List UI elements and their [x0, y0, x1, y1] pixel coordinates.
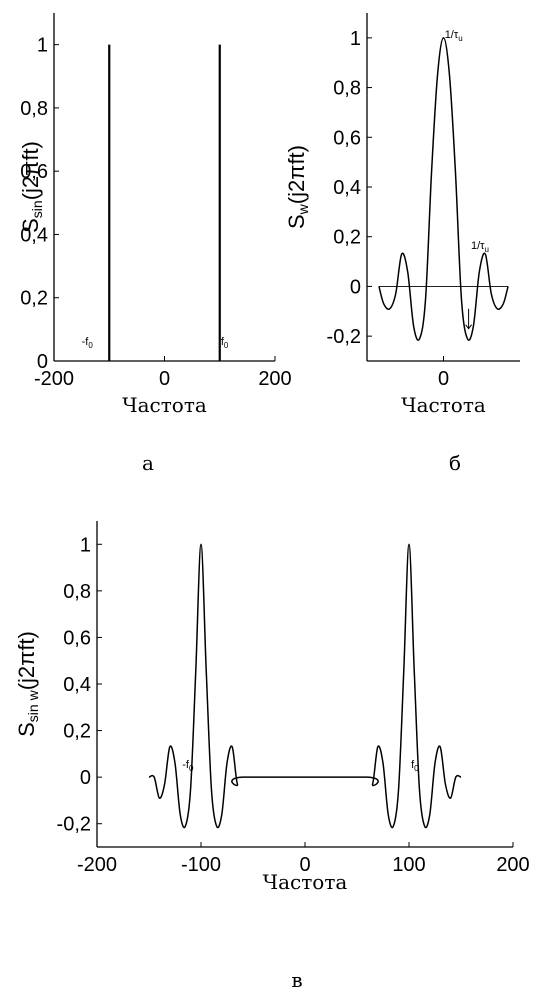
panel-caption: б	[449, 451, 461, 475]
y-tick-label: 0	[37, 351, 48, 373]
annotation-f0: f0	[221, 336, 229, 350]
y-axis-title-main: S	[284, 214, 309, 229]
annotation-one-over-tau-mid: 1/τu	[471, 240, 489, 254]
annotation-subscript: 0	[414, 764, 419, 773]
annotation-main: 1/τ	[445, 29, 459, 41]
y-tick-label: 0,8	[333, 78, 361, 100]
x-tick-label: 0	[299, 854, 310, 876]
x-axis-title: Частота	[122, 393, 207, 417]
panel-caption: а	[142, 451, 154, 475]
y-axis-title: Ssin w(j2πft)	[14, 631, 41, 737]
x-tick-label: 200	[496, 854, 529, 876]
y-tick-label: 0,4	[333, 177, 361, 199]
y-tick-label: 0,6	[20, 161, 48, 183]
y-axis-title: Sw(j2πft)	[284, 145, 311, 229]
annotation-minus-f0: -f0	[82, 336, 94, 350]
y-tick-label: 0,4	[63, 674, 91, 696]
y-axis-title-main: S	[14, 722, 39, 737]
x-axis-title: Частота	[263, 870, 348, 894]
y-tick-label: 1	[37, 35, 48, 57]
annotation-main: f	[411, 759, 415, 771]
y-tick-label: 0,8	[20, 98, 48, 120]
x-tick-label: 100	[392, 854, 425, 876]
y-axis-title-subscript: sin	[29, 200, 45, 218]
panel-c: -0,2 0 0,2 0,4 0,6 0,8 1 -200 -100 0 100 200 Частота…	[14, 521, 530, 992]
annotation-main: -f	[182, 759, 190, 771]
annotation-f0: f0	[411, 759, 419, 773]
x-tick-label: 200	[258, 368, 291, 390]
x-tick-label: -200	[77, 854, 117, 876]
panel-caption: в	[291, 968, 302, 992]
y-tick-label: 0,2	[20, 288, 48, 310]
x-tick-label: 0	[438, 368, 449, 390]
y-tick-label: 0,6	[333, 127, 361, 149]
annotation-one-over-tau-top: 1/τu	[445, 29, 463, 43]
spectrum-curve	[378, 37, 509, 341]
y-tick-label: 0,6	[63, 627, 91, 649]
annotation-main: 1/τ	[471, 240, 485, 252]
y-tick-label: 0,2	[63, 721, 91, 743]
y-axis-title: Ssin(j2πft)	[18, 141, 45, 233]
x-tick-label: -100	[181, 854, 221, 876]
y-tick-label: 0,4	[20, 224, 48, 246]
spectrum-curve	[148, 543, 462, 829]
x-tick-label: -200	[34, 368, 74, 390]
y-axis-title-main: S	[18, 218, 43, 233]
y-tick-label: 1	[350, 28, 361, 50]
panel-a: 00,20,40,60,81-200 0 200ЧастотаSsin(j2πft)…	[18, 13, 292, 475]
y-axis-title-rest: (j2πft)	[18, 141, 43, 200]
annotation-main: -f	[82, 336, 90, 348]
y-tick-label: 1	[80, 534, 91, 556]
y-tick-label: -0,2	[327, 326, 361, 348]
y-tick-label: -0,2	[57, 814, 91, 836]
annotation-minus-f0: -f0	[182, 759, 194, 773]
annotation-subscript: 0	[189, 764, 194, 773]
y-tick-label: 0,2	[333, 227, 361, 249]
annotation-subscript: 0	[224, 341, 229, 350]
y-axis-title-subscript: w	[295, 203, 311, 215]
annotation-subscript: 0	[88, 341, 93, 350]
y-tick-label: 0	[80, 767, 91, 789]
y-axis-title-subscript: sin w	[25, 689, 41, 722]
annotation-subscript: u	[485, 245, 489, 254]
y-axis-title-rest: (j2πft)	[14, 631, 39, 690]
x-axis-title: Частота	[401, 393, 486, 417]
y-tick-label: 0,8	[63, 581, 91, 603]
annotation-main: f	[221, 336, 225, 348]
x-tick-label: 0	[159, 368, 170, 390]
y-tick-label: 0	[350, 276, 361, 298]
arrow-head-icon	[465, 324, 473, 330]
annotation-subscript: u	[458, 34, 462, 43]
panel-b: -0,200,20,40,60,810ЧастотаSw(j2πft)1/τu1…	[284, 13, 520, 475]
y-axis-title-rest: (j2πft)	[284, 145, 309, 204]
